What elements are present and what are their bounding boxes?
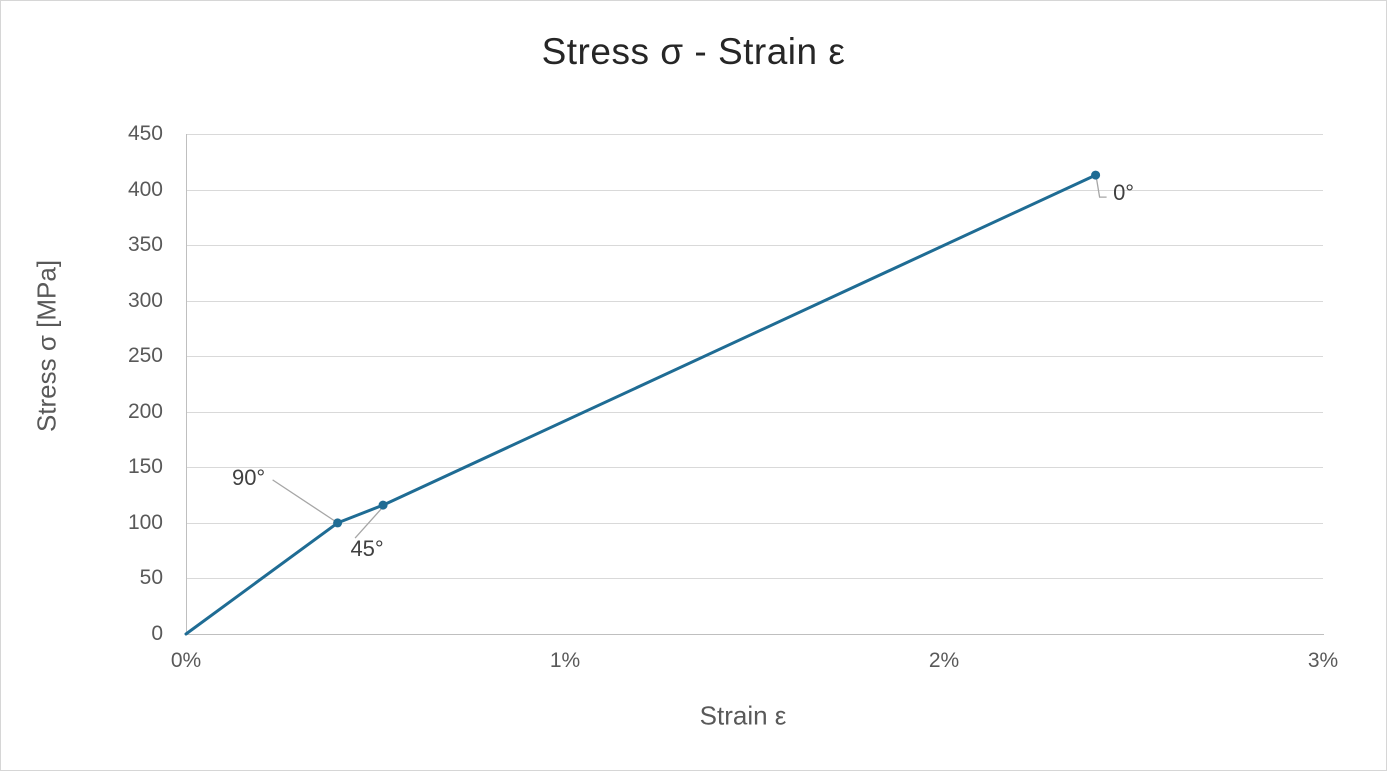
data-point-label: 45°	[350, 536, 384, 562]
series-line	[184, 173, 1098, 636]
gridline	[186, 467, 1323, 469]
gridline	[186, 522, 1323, 524]
y-tick-label: 400	[127, 177, 163, 201]
y-axis-line	[186, 134, 187, 634]
data-point-marker	[378, 500, 388, 510]
gridline	[186, 356, 1323, 358]
data-point-marker	[1091, 170, 1101, 180]
gridline	[186, 300, 1323, 302]
x-tick-label: 3%	[1307, 649, 1339, 672]
y-tick-label: 200	[127, 399, 163, 423]
y-tick-label: 250	[127, 344, 163, 368]
chart-title: Stress σ - Strain ε	[541, 31, 846, 72]
y-tick-label: 300	[127, 288, 163, 312]
y-tick-label: 100	[127, 510, 163, 534]
y-tick-label: 50	[139, 566, 163, 590]
x-tick-label: 0%	[170, 649, 202, 672]
gridline	[186, 411, 1323, 413]
gridline	[186, 578, 1323, 580]
data-label-leader	[354, 508, 382, 539]
x-tick-label: 2%	[928, 649, 960, 672]
data-label-leader	[1095, 179, 1107, 198]
y-tick-label: 450	[127, 122, 163, 145]
y-tick-label: 350	[127, 233, 163, 257]
data-point-label: 0°	[1113, 180, 1135, 206]
x-axis-line	[186, 634, 1324, 635]
gridline	[186, 134, 1323, 135]
data-point-label: 90°	[231, 464, 266, 490]
data-label-leader	[272, 479, 335, 522]
gridline	[186, 245, 1323, 247]
x-axis-title: Strain ε	[699, 700, 787, 731]
x-tick-label: 1%	[549, 649, 581, 672]
y-tick-label: 0	[151, 622, 163, 645]
y-tick-label: 150	[127, 455, 163, 479]
data-point-marker	[333, 518, 343, 528]
gridline	[186, 189, 1323, 191]
